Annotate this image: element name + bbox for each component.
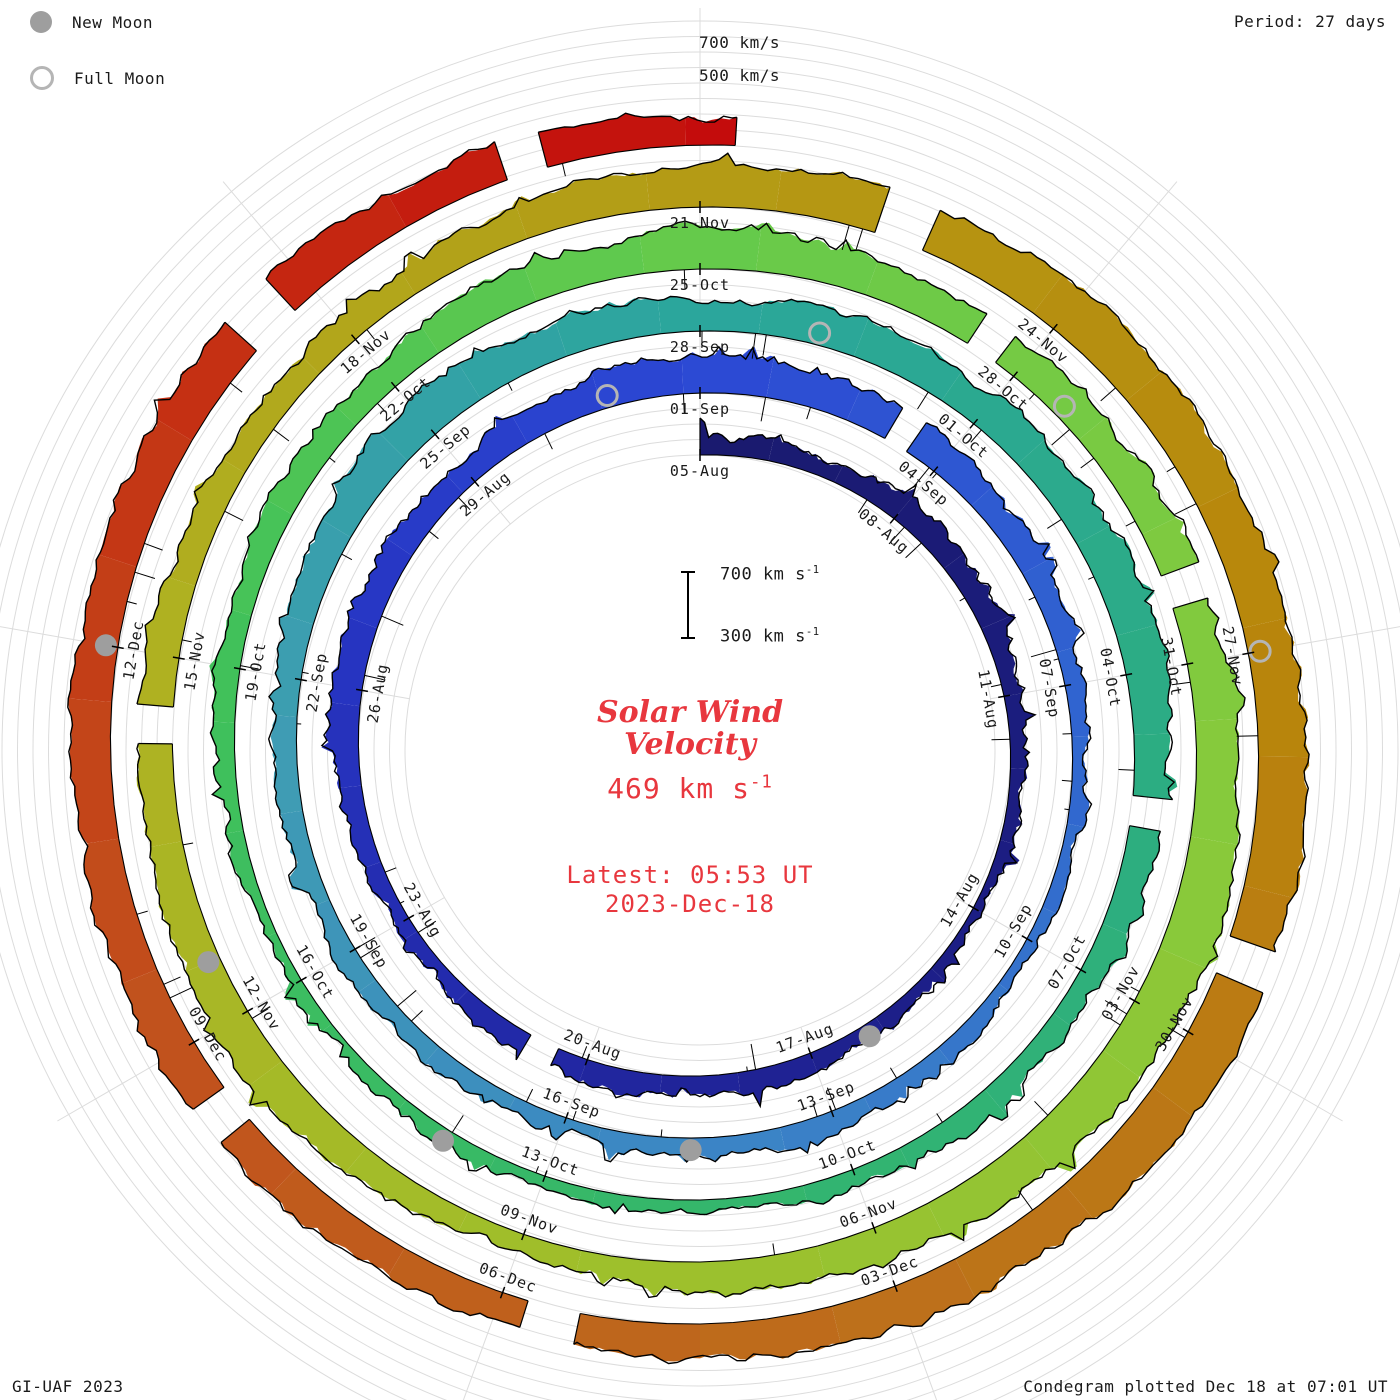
velocity-scale-bar <box>681 571 695 639</box>
outer-grid-label-500: 500 km/s <box>699 66 781 85</box>
scale-bar-top-label: 700 km s-1 <box>720 564 820 585</box>
new-moon-marker <box>858 1025 881 1048</box>
new-moon-marker <box>94 634 117 657</box>
full-moon-marker <box>1248 639 1272 663</box>
date-label: 11-Aug <box>974 668 1002 730</box>
new-moon-marker <box>197 951 220 974</box>
new-moon-icon <box>30 11 52 33</box>
legend-full-moon: Full Moon <box>30 64 165 92</box>
velocity-value-text: 469 km s <box>607 772 750 805</box>
date-label: 05-Aug <box>670 462 730 480</box>
full-moon-icon <box>30 66 54 90</box>
new-moon-marker <box>679 1139 702 1162</box>
scale-bar-bottom-label: 300 km s-1 <box>720 626 820 647</box>
date-label: 21-Nov <box>670 214 730 232</box>
velocity-bands <box>67 112 1310 1365</box>
full-moon-marker <box>1052 394 1076 418</box>
current-velocity-value: 469 km s-1 <box>490 772 890 805</box>
plotted-label: Condegram plotted Dec 18 at 07:01 UT <box>1023 1377 1388 1396</box>
date-label: 25-Oct <box>670 276 730 294</box>
credit-label: GI-UAF 2023 <box>12 1377 124 1396</box>
scale-top-text: 700 km s <box>720 564 806 585</box>
latest-timestamp: Latest: 05:53 UT 2023-Dec-18 <box>440 861 940 919</box>
date-label: 28-Sep <box>670 338 730 356</box>
full-moon-marker <box>595 384 619 407</box>
chart-title: Solar Wind Velocity <box>490 697 890 761</box>
new-moon-label: New Moon <box>72 12 154 32</box>
scale-bottom-text: 300 km s <box>720 626 806 647</box>
moon-legend: New Moon Full Moon <box>30 8 165 120</box>
full-moon-marker <box>808 321 832 345</box>
new-moon-marker <box>432 1129 454 1152</box>
date-label: 01-Sep <box>670 400 730 418</box>
legend-new-moon: New Moon <box>30 8 165 36</box>
period-label: Period: 27 days <box>1234 12 1386 31</box>
outer-grid-label-700: 700 km/s <box>699 33 781 52</box>
chart-title-line2: Velocity <box>624 727 756 762</box>
chart-title-line1: Solar Wind <box>596 695 784 730</box>
velocity-value-sup: -1 <box>749 772 773 793</box>
scale-bottom-sup: -1 <box>805 626 820 638</box>
latest-time: Latest: 05:53 UT <box>566 861 814 889</box>
scale-top-sup: -1 <box>805 564 820 576</box>
moon-markers <box>94 321 1272 1162</box>
latest-date: 2023-Dec-18 <box>605 890 775 918</box>
full-moon-label: Full Moon <box>74 68 166 88</box>
